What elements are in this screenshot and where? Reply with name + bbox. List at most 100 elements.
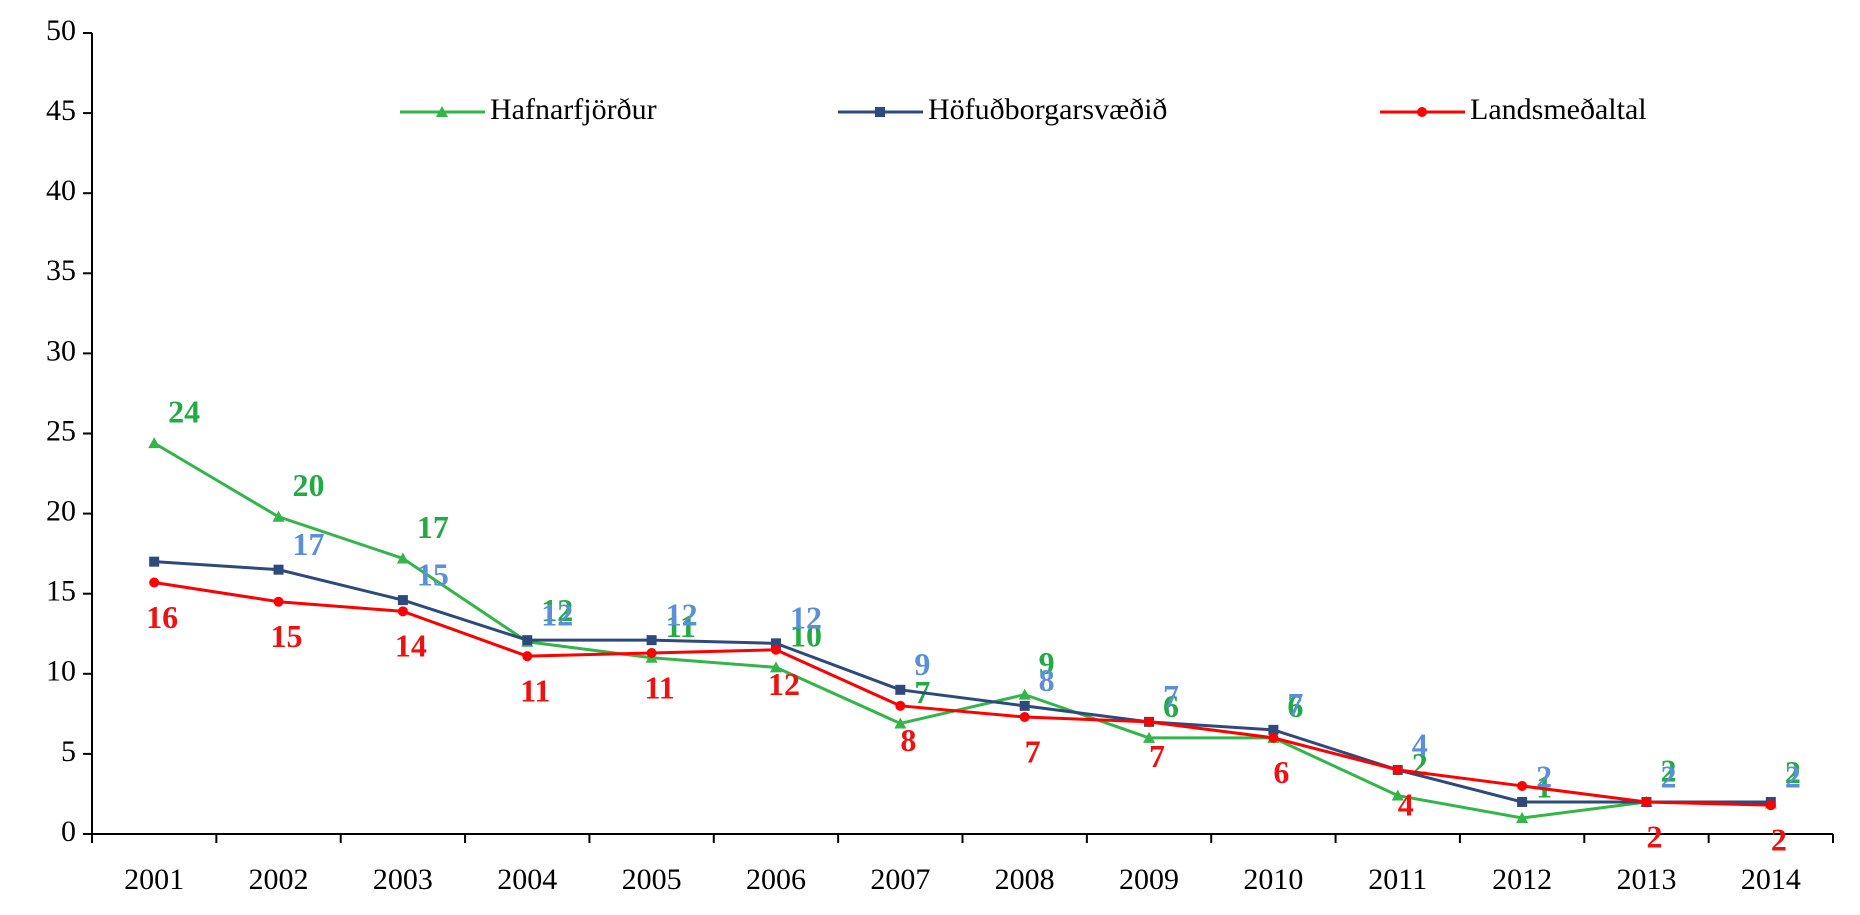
data-label: 15 [271, 618, 303, 654]
marker [1765, 800, 1776, 811]
x-tick-label: 2014 [1741, 863, 1801, 896]
marker [1417, 107, 1427, 117]
data-label: 11 [666, 608, 696, 644]
x-tick-label: 2006 [746, 863, 806, 896]
x-tick-label: 2004 [497, 863, 557, 896]
marker [1392, 764, 1403, 775]
y-tick-label: 45 [46, 94, 76, 127]
y-tick-label: 15 [46, 575, 76, 608]
marker [149, 577, 160, 588]
data-label: 7 [1287, 686, 1303, 722]
data-label: 20 [293, 467, 325, 503]
data-label: 12 [541, 597, 573, 633]
data-label: 11 [520, 673, 550, 709]
data-label: 1 [1536, 768, 1552, 804]
x-tick-label: 2001 [124, 863, 184, 896]
marker [1268, 724, 1279, 735]
marker [1144, 716, 1155, 727]
marker [646, 647, 657, 658]
data-label: 12 [666, 597, 698, 633]
marker [769, 661, 782, 673]
data-label: 2 [1536, 758, 1552, 794]
marker [1517, 796, 1528, 807]
y-tick-label: 20 [46, 494, 76, 527]
legend-label: Landsmeðaltal [1470, 93, 1647, 126]
x-tick-label: 2011 [1368, 863, 1427, 896]
data-label: 2 [1771, 822, 1787, 858]
x-tick-label: 2003 [373, 863, 433, 896]
marker [770, 644, 781, 655]
y-tick-label: 5 [61, 735, 76, 768]
marker [1143, 731, 1156, 743]
data-label: 8 [1039, 662, 1055, 698]
marker [1018, 688, 1031, 700]
marker [272, 510, 285, 522]
data-label: 2 [1785, 758, 1801, 794]
marker [273, 564, 284, 575]
data-label: 6 [1287, 688, 1303, 724]
marker [646, 635, 657, 646]
data-label: 6 [1273, 754, 1289, 790]
data-label: 15 [417, 556, 449, 592]
marker [1019, 700, 1030, 711]
y-tick-label: 30 [46, 334, 76, 367]
x-tick-label: 2009 [1119, 863, 1179, 896]
data-label: 12 [790, 600, 822, 636]
marker [1641, 796, 1652, 807]
data-label: 9 [1039, 645, 1055, 681]
data-label: 16 [146, 599, 178, 635]
x-tick-label: 2005 [622, 863, 682, 896]
x-tick-label: 2013 [1616, 863, 1676, 896]
x-tick-label: 2010 [1243, 863, 1303, 896]
data-label: 10 [790, 618, 822, 654]
marker [149, 556, 160, 567]
data-label: 17 [293, 526, 325, 562]
x-tick-label: 2007 [870, 863, 930, 896]
data-label: 7 [1025, 733, 1041, 769]
data-label: 2 [1646, 818, 1662, 854]
data-label: 8 [900, 722, 916, 758]
marker [396, 552, 409, 564]
marker [1019, 712, 1030, 723]
marker [895, 684, 906, 695]
data-label: 7 [1149, 738, 1165, 774]
y-tick-label: 35 [46, 254, 76, 287]
data-label: 2 [1660, 758, 1676, 794]
y-tick-label: 25 [46, 414, 76, 447]
series-line [154, 560, 1771, 804]
marker [273, 596, 284, 607]
data-label: 7 [1163, 678, 1179, 714]
data-label: 12 [541, 592, 573, 628]
x-tick-label: 2012 [1492, 863, 1552, 896]
marker [895, 700, 906, 711]
marker [770, 638, 781, 649]
marker [1516, 811, 1529, 823]
marker [894, 717, 907, 729]
y-tick-label: 40 [46, 174, 76, 207]
marker [148, 437, 161, 449]
marker [1517, 780, 1528, 791]
x-tick-label: 2002 [249, 863, 309, 896]
y-tick-label: 10 [46, 655, 76, 688]
y-tick-label: 50 [46, 14, 76, 47]
legend-label: Hafnarfjörður [490, 93, 657, 126]
data-label: 12 [768, 666, 800, 702]
marker [1391, 789, 1404, 801]
data-label: 24 [168, 393, 200, 429]
data-label: 9 [914, 646, 930, 682]
data-label: 4 [1412, 726, 1428, 762]
data-label: 17 [417, 509, 449, 545]
series-line [153, 441, 1771, 820]
legend-label: Höfuðborgarsvæðið [928, 93, 1167, 126]
marker [875, 107, 885, 117]
data-label: 11 [644, 669, 674, 705]
marker [397, 595, 408, 606]
marker [436, 106, 448, 117]
data-label: 6 [1163, 688, 1179, 724]
marker [522, 651, 533, 662]
data-label: 4 [1398, 786, 1414, 822]
data-label: 14 [395, 628, 427, 664]
x-tick-label: 2008 [995, 863, 1055, 896]
marker [397, 606, 408, 617]
